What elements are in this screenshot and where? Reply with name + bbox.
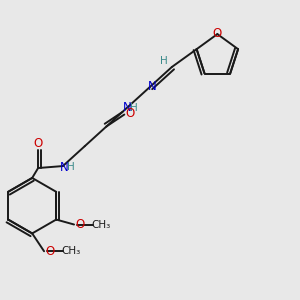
Text: H: H bbox=[160, 56, 168, 66]
Text: O: O bbox=[75, 218, 85, 231]
Text: H: H bbox=[130, 103, 138, 112]
Text: CH₃: CH₃ bbox=[91, 220, 110, 230]
Text: O: O bbox=[126, 107, 135, 120]
Text: H: H bbox=[67, 162, 75, 172]
Text: O: O bbox=[45, 245, 55, 258]
Text: O: O bbox=[34, 137, 43, 150]
Text: N: N bbox=[148, 80, 156, 93]
Text: N: N bbox=[123, 101, 132, 114]
Text: N: N bbox=[59, 160, 68, 173]
Text: O: O bbox=[213, 27, 222, 40]
Text: CH₃: CH₃ bbox=[61, 246, 80, 256]
